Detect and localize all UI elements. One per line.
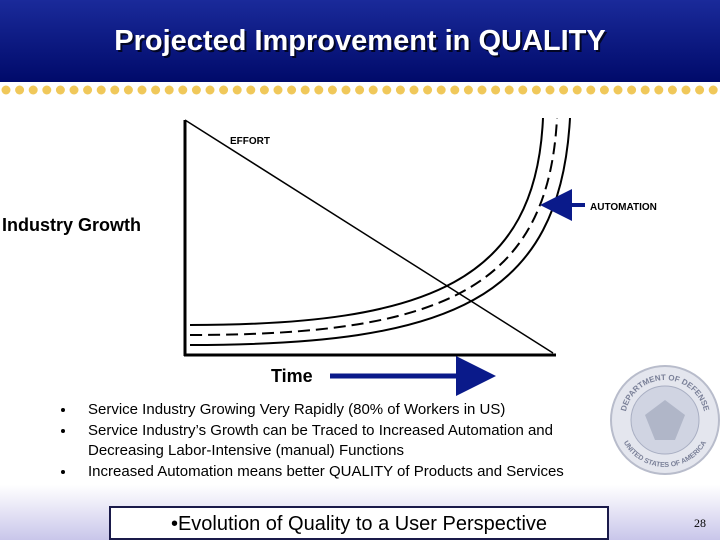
effort-line [184, 119, 554, 354]
decor-dot [545, 85, 555, 95]
decor-dot [259, 85, 269, 95]
bullet-text: Service Industry Growing Very Rapidly (8… [88, 401, 506, 418]
decor-dot [355, 85, 365, 95]
decor-dot [667, 85, 677, 95]
decor-dot [463, 85, 473, 95]
decor-dot [28, 85, 38, 95]
decor-dot [504, 85, 514, 95]
decor-dot [409, 85, 419, 95]
decor-dot [205, 85, 215, 95]
decor-dot [450, 85, 460, 95]
decor-dot [191, 85, 201, 95]
decor-dot [42, 85, 52, 95]
bullet-dot [61, 408, 65, 412]
decor-dot [273, 85, 283, 95]
decor-dot [137, 85, 147, 95]
decor-dot [627, 85, 637, 95]
decor-dot [559, 85, 569, 95]
decor-dot [681, 85, 691, 95]
decor-dot [69, 85, 79, 95]
callout-box [109, 506, 609, 540]
automation-curve-inner [189, 117, 544, 326]
title-shadow: Projected Improvement in QUALITY [116, 27, 607, 59]
page-number: 28 [694, 516, 706, 530]
bullet-text: Service Industry’s Growth can be Traced … [88, 422, 553, 459]
bullet-text: Increased Automation means better QUALIT… [88, 463, 564, 480]
decor-dot [708, 85, 718, 95]
bullet-dot [61, 470, 65, 474]
decor-dot [110, 85, 120, 95]
decor-dot [599, 85, 609, 95]
decor-dot [613, 85, 623, 95]
decor-dot [436, 85, 446, 95]
decor-dot [695, 85, 705, 95]
automation-label: AUTOMATION [590, 202, 657, 213]
decor-dot [55, 85, 65, 95]
decor-dot [654, 85, 664, 95]
dot-row [1, 85, 718, 95]
decor-dot [164, 85, 174, 95]
decor-dot [246, 85, 256, 95]
bullet-dot [61, 429, 65, 433]
decor-dot [531, 85, 541, 95]
decor-dot [287, 85, 297, 95]
decor-dot [586, 85, 596, 95]
decor-dot [518, 85, 528, 95]
x-axis-label: Time [271, 366, 313, 386]
decor-dot [491, 85, 501, 95]
decor-dot [123, 85, 133, 95]
decor-dot [382, 85, 392, 95]
decor-dot [477, 85, 487, 95]
decor-dot [232, 85, 242, 95]
decor-dot [151, 85, 161, 95]
seal-eagle [645, 400, 685, 440]
decor-dot [640, 85, 650, 95]
decor-dot [327, 85, 337, 95]
decor-dot [15, 85, 25, 95]
decor-dot [1, 85, 11, 95]
decor-dot [423, 85, 433, 95]
decor-dot [300, 85, 310, 95]
automation-curve-middle [189, 117, 558, 336]
decor-dot [572, 85, 582, 95]
title: Projected Improvement in QUALITY [114, 25, 605, 57]
decor-dot [96, 85, 106, 95]
header-band [0, 0, 720, 82]
decor-dot [314, 85, 324, 95]
decor-dot [219, 85, 229, 95]
decor-dot [395, 85, 405, 95]
callout-text: •Evolution of Quality to a User Perspect… [171, 513, 547, 535]
decor-dot [341, 85, 351, 95]
decor-dot [368, 85, 378, 95]
automation-curve-outer [189, 117, 571, 346]
decor-dot [83, 85, 93, 95]
y-axis-label: Industry Growth [2, 215, 141, 235]
effort-label: EFFORT [230, 136, 270, 147]
decor-dot [178, 85, 188, 95]
